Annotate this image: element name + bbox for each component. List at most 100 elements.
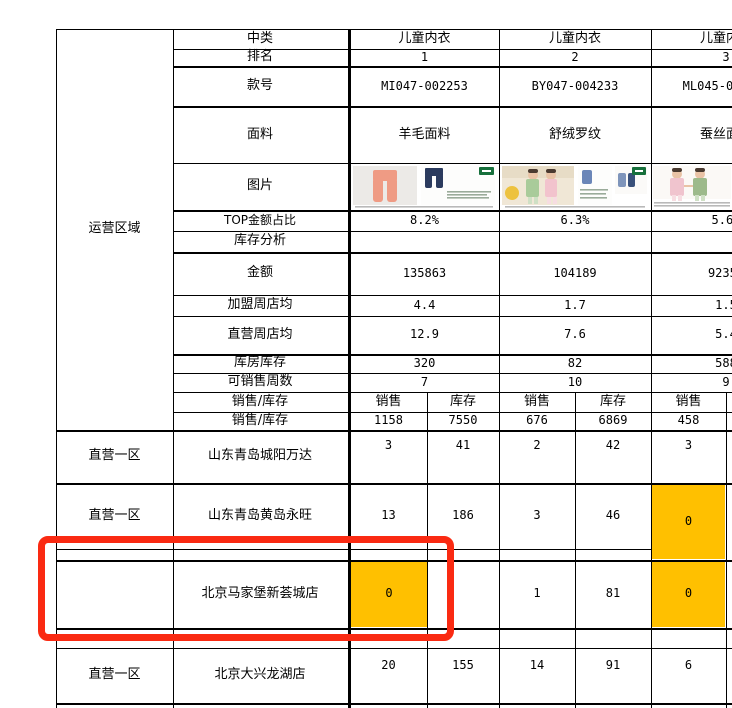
- store-value-cell[interactable]: 41: [455, 438, 471, 452]
- store-value-cell-highlighted[interactable]: 0: [385, 586, 393, 601]
- store-value-cell[interactable]: 20: [381, 658, 396, 672]
- store-value-cell[interactable]: 186: [452, 508, 474, 523]
- store-name-cell[interactable]: 山东青岛黄岛永旺: [207, 507, 312, 523]
- total-stock-p1[interactable]: 7550: [448, 413, 478, 428]
- grid-line: [56, 29, 57, 708]
- total-stock-p2[interactable]: 6869: [598, 413, 628, 428]
- highlight-cell-fill: [652, 484, 725, 559]
- cell-kuanhao-p2[interactable]: BY047-004233: [531, 78, 619, 93]
- total-sales-p1[interactable]: 1158: [374, 413, 403, 428]
- store-name-cell[interactable]: 北京大兴龙湖店: [214, 667, 306, 683]
- total-sales-p3[interactable]: 458: [677, 413, 700, 428]
- store-value-cell[interactable]: 91: [605, 658, 621, 672]
- store-name-cell[interactable]: 山东青岛城阳万达: [207, 448, 312, 464]
- subheader-stock-p1[interactable]: 库存: [449, 393, 476, 409]
- cell-kuanhao-p1[interactable]: MI047-002253: [381, 78, 468, 93]
- grid-line: [651, 29, 652, 708]
- cell-top-p3[interactable]: 5.6%: [711, 212, 732, 227]
- product-photo-1: [351, 165, 497, 209]
- region-header-cell[interactable]: 运营区域: [88, 221, 141, 237]
- store-region-cell[interactable]: 直营一区: [88, 667, 141, 683]
- grid-line: [56, 560, 732, 562]
- product-photo-2: [501, 165, 649, 209]
- row-label-jiameng[interactable]: 加盟周店均: [227, 297, 293, 313]
- store-region-cell[interactable]: 直营一区: [88, 507, 141, 523]
- row-label-tupian[interactable]: 图片: [246, 178, 273, 194]
- grid-line: [56, 29, 732, 30]
- cell-kexiaoshou-p2[interactable]: 10: [567, 374, 583, 389]
- row-label-top[interactable]: TOP金额占比: [223, 212, 296, 227]
- cell-jiameng-p1[interactable]: 4.4: [413, 297, 436, 312]
- cell-paiming-p2[interactable]: 2: [571, 49, 579, 64]
- grid-line: [726, 392, 727, 708]
- row-label-kucun[interactable]: 库存分析: [233, 233, 286, 249]
- cell-zhiying-p3[interactable]: 5.4: [715, 327, 732, 342]
- store-region-cell[interactable]: 直营一区: [88, 448, 141, 464]
- cell-zhonglei-p3[interactable]: 儿童内衣: [699, 30, 732, 46]
- row-label-saleskucun[interactable]: 销售/库存: [231, 393, 289, 409]
- store-value-cell[interactable]: 14: [529, 658, 545, 672]
- row-label-saleskucun2[interactable]: 销售/库存: [231, 412, 289, 428]
- cell-zhonglei-p2[interactable]: 儿童内衣: [548, 30, 601, 46]
- subheader-sales-p3[interactable]: 销售: [675, 393, 702, 409]
- grid-line: [174, 295, 732, 296]
- cell-zhiying-p2[interactable]: 7.6: [564, 327, 586, 342]
- grid-line: [174, 316, 732, 317]
- store-value-cell[interactable]: 3: [684, 438, 693, 452]
- row-label-paiming[interactable]: 排名: [246, 49, 273, 65]
- total-sales-p2[interactable]: 676: [526, 413, 548, 428]
- cell-mianliao-p2[interactable]: 舒绒罗纹: [548, 126, 601, 142]
- cell-jine-p1[interactable]: 135863: [402, 265, 447, 280]
- cell-jiameng-p3[interactable]: 1.5: [715, 297, 732, 312]
- row-label-kufang[interactable]: 库房库存: [233, 355, 286, 371]
- store-name-cell[interactable]: 北京马家堡新荟城店: [201, 585, 319, 601]
- row-label-kexiaoshou[interactable]: 可销售周数: [227, 374, 293, 390]
- grid-line: [427, 392, 428, 708]
- store-value-cell-highlighted[interactable]: 0: [684, 513, 693, 528]
- grid-line: [174, 210, 732, 212]
- subheader-stock-p2[interactable]: 库存: [599, 393, 626, 409]
- store-value-cell[interactable]: 81: [605, 586, 621, 601]
- row-label-kuanhao[interactable]: 款号: [246, 78, 273, 94]
- cell-kexiaoshou-p1[interactable]: 7: [420, 374, 429, 389]
- cell-paiming-p3[interactable]: 3: [722, 49, 730, 64]
- store-value-cell[interactable]: 1: [533, 586, 541, 601]
- store-value-cell[interactable]: 42: [605, 438, 621, 452]
- row-label-zhonglei[interactable]: 中类: [246, 30, 273, 46]
- row-label-jine[interactable]: 金额: [246, 265, 273, 281]
- store-value-cell[interactable]: 155: [452, 658, 474, 672]
- cell-paiming-p1[interactable]: 1: [420, 49, 429, 64]
- cell-zhonglei-p1[interactable]: 儿童内衣: [398, 30, 451, 46]
- store-value-cell[interactable]: 3: [384, 438, 393, 452]
- row-label-zhiying[interactable]: 直营周店均: [227, 326, 293, 342]
- cell-zhiying-p1[interactable]: 12.9: [410, 327, 439, 342]
- store-value-cell[interactable]: 46: [605, 508, 621, 523]
- store-value-cell-highlighted[interactable]: 0: [684, 586, 693, 601]
- cell-kufang-p3[interactable]: 588: [715, 355, 732, 370]
- cell-mianliao-p1[interactable]: 羊毛面料: [398, 126, 451, 142]
- red-annotation-rectangle: [38, 536, 454, 641]
- grid-line: [174, 412, 732, 413]
- cell-jiameng-p2[interactable]: 1.7: [564, 297, 586, 312]
- store-value-cell[interactable]: 3: [533, 508, 541, 523]
- subheader-sales-p2[interactable]: 销售: [523, 393, 550, 409]
- store-value-cell[interactable]: 13: [381, 508, 396, 523]
- grid-line: [174, 106, 732, 108]
- grid-line: [174, 252, 732, 254]
- cell-jine-p3[interactable]: 92359: [707, 265, 732, 280]
- cell-kufang-p1[interactable]: 320: [413, 355, 436, 370]
- grid-line: [174, 49, 732, 50]
- cell-mianliao-p3[interactable]: 蚕丝面料: [699, 126, 732, 142]
- cell-top-p2[interactable]: 6.3%: [560, 212, 590, 227]
- cell-kufang-p2[interactable]: 82: [567, 355, 583, 370]
- row-label-mianliao[interactable]: 面料: [246, 126, 273, 142]
- cell-top-p1[interactable]: 8.2%: [410, 212, 439, 227]
- cell-jine-p2[interactable]: 104189: [553, 265, 597, 280]
- cell-kuanhao-p3[interactable]: ML045-002233: [682, 78, 732, 93]
- grid-line: [56, 628, 732, 630]
- subheader-sales-p1[interactable]: 销售: [375, 393, 402, 409]
- store-value-cell[interactable]: 2: [533, 438, 541, 452]
- store-value-cell[interactable]: 6: [684, 658, 693, 672]
- cell-kexiaoshou-p3[interactable]: 9: [722, 374, 730, 389]
